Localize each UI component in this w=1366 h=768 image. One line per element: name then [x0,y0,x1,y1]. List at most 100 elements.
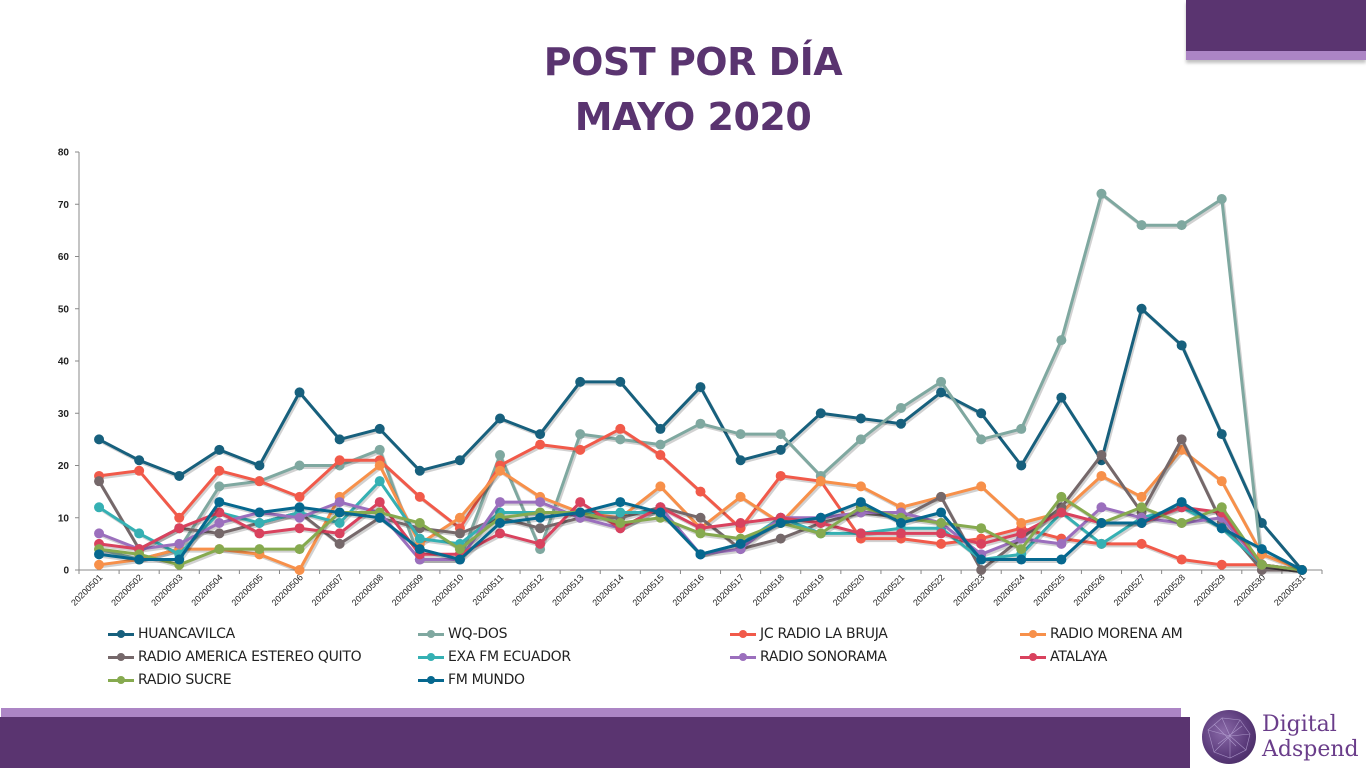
data-point [1136,303,1147,314]
data-point [655,450,666,461]
data-point [294,565,305,575]
x-tick-label: 20200529 [1192,572,1227,607]
data-point [495,517,506,528]
data-point [1096,502,1107,513]
data-point [1056,538,1067,549]
y-tick-label: 20 [58,461,70,472]
data-point [775,533,786,544]
data-point [895,528,906,539]
data-point [174,512,185,523]
data-point [374,512,385,523]
data-point [1216,523,1227,534]
y-tick-label: 40 [58,357,70,368]
data-point [214,444,225,455]
y-tick-label: 70 [58,200,70,211]
data-point [695,512,706,523]
data-point [735,491,746,502]
data-point [535,538,546,549]
data-point [294,502,305,513]
data-point [775,517,786,528]
data-point [775,429,786,440]
data-point [1016,544,1027,555]
data-point [214,481,225,492]
data-point [134,554,145,565]
legend-label: EXA FM ECUADOR [448,649,571,665]
data-point [855,497,866,508]
data-point [1176,554,1187,565]
data-point [936,491,947,502]
data-point [294,460,305,471]
legend-label: JC RADIO LA BRUJA [760,626,888,642]
x-tick-label: 20200530 [1232,572,1267,607]
x-tick-label: 20200518 [751,572,786,607]
legend-swatch-icon [730,624,756,644]
data-point [334,434,345,445]
legend-swatch-icon [730,647,756,667]
data-point [936,376,947,387]
data-point [174,538,185,549]
data-point [895,517,906,528]
data-point [1176,497,1187,508]
x-tick-label: 20200527 [1112,572,1147,607]
x-tick-label: 20200502 [109,572,144,607]
digital-adspend-logo: Digital Adspend [1198,706,1366,768]
data-point [575,497,586,508]
data-point [535,523,546,534]
series-fm-mundo [94,497,1307,575]
data-point [294,491,305,502]
data-point [535,439,546,450]
data-point [895,403,906,414]
footer-band [0,717,1190,768]
legend-swatch-icon [418,624,444,644]
data-point [414,544,425,555]
data-point [1096,517,1107,528]
legend-label: FM MUNDO [448,672,525,688]
data-point [695,528,706,539]
data-point [1136,502,1147,513]
data-point [976,538,987,549]
header-band [1186,0,1366,51]
data-point [334,538,345,549]
x-tick-label: 20200504 [189,572,224,607]
data-point [535,512,546,523]
data-point [214,544,225,555]
data-point [855,528,866,539]
data-point [615,434,626,445]
x-tick-label: 20200519 [791,572,826,607]
legend-swatch-icon [108,647,134,667]
data-point [735,517,746,528]
data-point [174,554,185,565]
data-point [1216,502,1227,513]
data-point [1216,476,1227,487]
data-point [1216,194,1227,205]
brand-line1: Digital [1262,712,1337,737]
header-band-accent [1186,51,1366,60]
x-tick-label: 20200531 [1272,572,1307,607]
series-huancavilca [94,303,1307,575]
legend-label: RADIO SUCRE [138,672,232,688]
data-point [254,476,265,487]
brand-name: Digital Adspend [1262,712,1359,762]
data-point [495,528,506,539]
data-point [254,528,265,539]
data-point [735,429,746,440]
data-point [495,497,506,508]
data-point [94,559,105,570]
data-point [374,460,385,471]
legend-swatch-icon [108,624,134,644]
y-tick-label: 10 [58,513,70,524]
data-point [855,481,866,492]
data-point [214,507,225,518]
data-point [976,481,987,492]
data-point [94,434,105,445]
chart-legend: HUANCAVILCA WQ-DOS JC RADIO LA BRUJA RADIO … [108,624,1288,694]
data-point [936,517,947,528]
data-point [174,523,185,534]
x-tick-label: 20200515 [630,572,665,607]
data-point [655,481,666,492]
legend-item: HUANCAVILCA [108,624,235,644]
data-point [94,502,105,513]
legend-item: FM MUNDO [418,670,525,690]
legend-item: RADIO MORENA AM [1020,624,1183,644]
data-point [1216,559,1227,570]
